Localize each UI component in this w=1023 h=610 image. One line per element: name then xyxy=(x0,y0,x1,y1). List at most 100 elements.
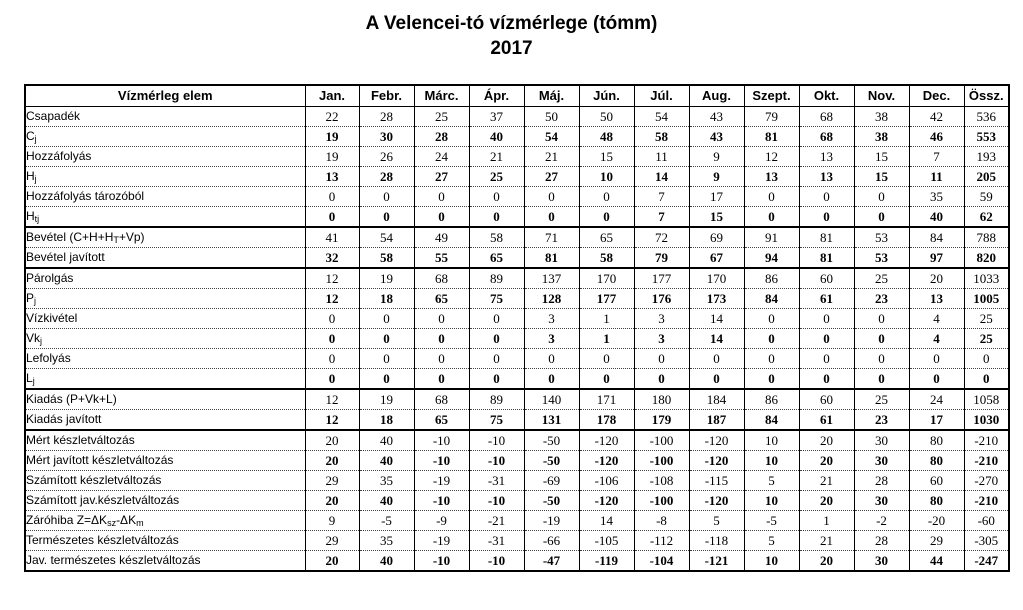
row-label: Mért javított készletváltozás xyxy=(24,450,305,471)
value-cell: 0 xyxy=(798,328,854,349)
value-cell: 30 xyxy=(853,550,909,572)
value-cell: 23 xyxy=(853,409,909,431)
value-cell: -50 xyxy=(523,450,579,471)
column-header-month: Jún. xyxy=(578,85,634,107)
value-cell: 170 xyxy=(578,267,634,289)
total-cell: -210 xyxy=(963,429,1009,451)
row-label: Bevétel (C+H+HT+Vp) xyxy=(24,226,305,248)
value-cell: 19 xyxy=(358,388,414,410)
value-cell: 61 xyxy=(798,409,854,431)
total-cell: 536 xyxy=(963,106,1009,127)
value-cell: 0 xyxy=(853,348,909,369)
value-cell: 10 xyxy=(743,490,799,511)
row-label-text: Természetes készletváltozás xyxy=(26,533,179,547)
value-cell: 5 xyxy=(743,470,799,491)
value-cell: 40 xyxy=(358,490,414,511)
value-cell: 0 xyxy=(468,186,524,207)
column-header-month: Máj. xyxy=(523,85,579,107)
value-cell: -10 xyxy=(413,450,469,471)
value-cell: 14 xyxy=(578,510,634,531)
value-cell: -19 xyxy=(413,470,469,491)
value-cell: 60 xyxy=(798,267,854,289)
value-cell: 0 xyxy=(578,186,634,207)
value-cell: -47 xyxy=(523,550,579,572)
value-cell: 79 xyxy=(743,106,799,127)
value-cell: 81 xyxy=(798,247,854,269)
value-cell: 178 xyxy=(578,409,634,431)
value-cell: 9 xyxy=(304,510,359,531)
value-cell: 14 xyxy=(688,328,744,349)
total-cell: 820 xyxy=(963,247,1009,269)
column-header-element: Vízmérleg elem xyxy=(24,85,305,107)
value-cell: 0 xyxy=(358,206,414,228)
value-cell: 131 xyxy=(523,409,579,431)
value-cell: 18 xyxy=(358,288,414,309)
value-cell: 30 xyxy=(358,126,414,147)
row-label-subscript: j xyxy=(40,336,43,346)
value-cell: 0 xyxy=(413,368,469,390)
value-cell: 180 xyxy=(633,388,689,410)
value-cell: 15 xyxy=(688,206,744,228)
value-cell: 0 xyxy=(798,348,854,369)
row-label: Hozzáfolyás xyxy=(24,146,305,167)
row-label-subscript: tj xyxy=(34,214,40,224)
value-cell: 44 xyxy=(908,550,964,572)
value-cell: 0 xyxy=(358,308,414,329)
total-cell: 62 xyxy=(963,206,1009,228)
value-cell: 10 xyxy=(743,450,799,471)
row-label-subscript: sz xyxy=(107,518,117,528)
value-cell: 46 xyxy=(908,126,964,147)
value-cell: 0 xyxy=(908,368,964,390)
value-cell: -10 xyxy=(413,429,469,451)
value-cell: -120 xyxy=(688,490,744,511)
value-cell: 81 xyxy=(798,226,854,248)
value-cell: 21 xyxy=(798,470,854,491)
value-cell: -106 xyxy=(578,470,634,491)
total-cell: -247 xyxy=(963,550,1009,572)
value-cell: 3 xyxy=(633,328,689,349)
row-label-subscript: m xyxy=(136,518,144,528)
row-label-text: Záróhiba Z=ΔK xyxy=(26,513,108,527)
value-cell: -10 xyxy=(468,429,524,451)
value-cell: 42 xyxy=(908,106,964,127)
value-cell: 26 xyxy=(358,146,414,167)
value-cell: -50 xyxy=(523,429,579,451)
table-row: Cj 19 30 28 40 54 48 58 43 81 68 38 46 553 xyxy=(24,126,1009,147)
value-cell: 81 xyxy=(523,247,579,269)
value-cell: 0 xyxy=(633,348,689,369)
value-cell: 20 xyxy=(798,550,854,572)
value-cell: 79 xyxy=(633,247,689,269)
value-cell: -5 xyxy=(358,510,414,531)
row-label: Csapadék xyxy=(24,106,305,127)
value-cell: 0 xyxy=(853,186,909,207)
value-cell: -20 xyxy=(908,510,964,531)
row-label-text: Lefolyás xyxy=(26,351,71,365)
value-cell: 7 xyxy=(633,186,689,207)
value-cell: 80 xyxy=(908,490,964,511)
row-label: Hozzáfolyás tározóból xyxy=(24,186,305,207)
row-label-text: P xyxy=(26,291,35,305)
value-cell: 1 xyxy=(798,510,854,531)
value-cell: 43 xyxy=(688,126,744,147)
value-cell: -50 xyxy=(523,490,579,511)
row-label: Záróhiba Z=ΔKsz-ΔKm xyxy=(24,510,305,531)
value-cell: -9 xyxy=(413,510,469,531)
value-cell: 29 xyxy=(908,530,964,551)
value-cell: 176 xyxy=(633,288,689,309)
value-cell: 0 xyxy=(853,328,909,349)
row-label-text: L xyxy=(26,371,33,385)
column-header-total: Össz. xyxy=(963,85,1009,107)
value-cell: 53 xyxy=(853,247,909,269)
value-cell: 43 xyxy=(688,106,744,127)
value-cell: 0 xyxy=(304,186,359,207)
value-cell: 53 xyxy=(853,226,909,248)
value-cell: 65 xyxy=(468,247,524,269)
value-cell: 0 xyxy=(468,308,524,329)
row-label-text: H xyxy=(26,169,35,183)
total-cell: 0 xyxy=(963,348,1009,369)
row-label-text: Párolgás xyxy=(26,271,74,285)
row-label: Párolgás xyxy=(24,267,305,289)
value-cell: 0 xyxy=(304,328,359,349)
table-row: Bevétel (C+H+HT+Vp) 41 54 49 58 71 65 72 69 91 81 5… xyxy=(24,226,1009,248)
page-title: A Velencei-tó vízmérlege (tómm) xyxy=(365,13,658,34)
